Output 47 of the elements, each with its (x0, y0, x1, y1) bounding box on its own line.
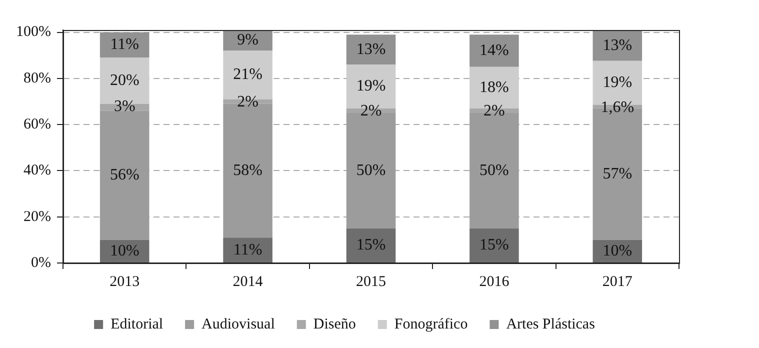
x-tick-label: 2017 (602, 274, 633, 290)
legend-label: Editorial (110, 316, 164, 332)
bar (346, 34, 396, 65)
data-label: 19% (356, 78, 386, 95)
x-tick-label: 2013 (110, 274, 140, 290)
data-label: 9% (237, 32, 258, 49)
data-label: 20% (110, 72, 140, 89)
data-label: 3% (114, 98, 136, 116)
data-label: 15% (356, 236, 386, 254)
data-label: 2% (484, 102, 505, 120)
data-label: 11% (233, 241, 262, 258)
legend-label: Fonográfico (394, 316, 468, 332)
data-label: 13% (602, 37, 632, 54)
y-tick-label: 60% (23, 116, 51, 133)
data-label: 1,6% (600, 98, 634, 116)
data-label: 13% (356, 40, 386, 58)
y-tick-label: 20% (23, 208, 51, 225)
bar (223, 238, 272, 262)
data-label: 2% (360, 102, 382, 120)
data-label: 15% (480, 236, 509, 254)
legend-label: Artes Plásticas (506, 316, 596, 332)
legend-label: Diseño (313, 316, 356, 332)
y-tick-label: 0% (30, 254, 51, 271)
data-label: 10% (110, 242, 140, 260)
x-tick-label: 2016 (479, 274, 510, 290)
data-label: 19% (602, 74, 632, 92)
y-tick-label: 80% (23, 70, 51, 86)
data-label: 56% (110, 166, 140, 184)
data-label: 11% (110, 36, 139, 54)
y-tick-label: 100% (16, 24, 51, 40)
data-label: 58% (233, 162, 262, 179)
data-label: 2% (237, 93, 258, 110)
data-label: 10% (602, 242, 632, 260)
bar (470, 228, 519, 262)
y-tick-label: 40% (23, 162, 51, 179)
bar (470, 34, 519, 67)
x-tick-label: 2015 (356, 274, 386, 290)
data-label: 57% (602, 165, 632, 182)
x-tick-label: 2014 (232, 274, 264, 290)
bar (592, 30, 642, 61)
data-label: 21% (233, 66, 262, 84)
bar (346, 228, 396, 262)
data-label: 50% (480, 162, 509, 179)
data-label: 14% (480, 42, 509, 59)
legend-label: Audiovisual (202, 316, 275, 332)
data-label: 18% (480, 78, 509, 96)
data-label: 50% (356, 162, 386, 179)
